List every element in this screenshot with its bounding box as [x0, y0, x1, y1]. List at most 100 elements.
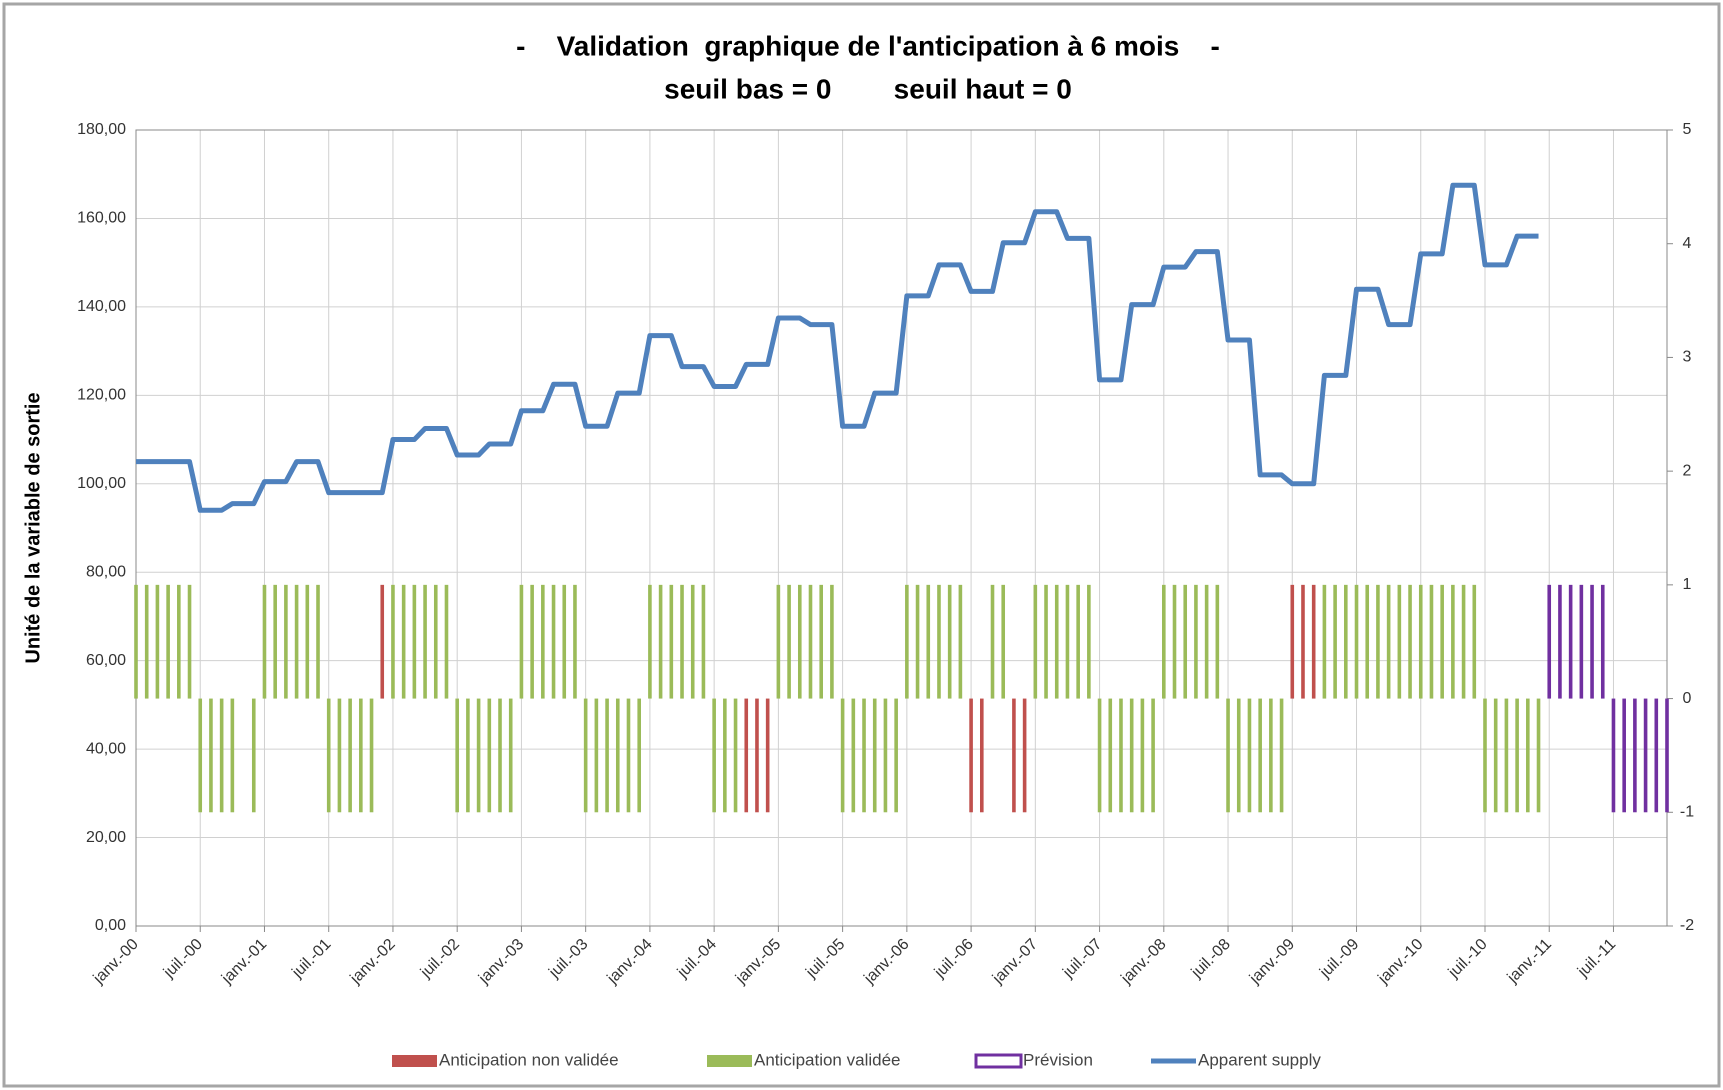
bar [937, 584, 941, 699]
y-tick-label: 80,00 [86, 563, 126, 580]
bar [1140, 698, 1145, 813]
y-tick-label: 20,00 [86, 829, 126, 846]
bar [251, 698, 256, 813]
bar [1194, 584, 1198, 699]
bar [1322, 584, 1327, 699]
bar [744, 698, 749, 813]
y2-tick-label: 4 [1683, 235, 1692, 252]
bar [1054, 584, 1059, 699]
bar [1558, 584, 1562, 699]
bar [1418, 584, 1423, 699]
bar [262, 584, 267, 699]
bar [1451, 584, 1455, 699]
legend-label: Prévision [1023, 1050, 1093, 1069]
bar [273, 584, 277, 699]
bar [1461, 584, 1466, 699]
bar [1001, 584, 1006, 699]
bar [723, 698, 727, 813]
bar [1247, 698, 1252, 813]
bar [562, 584, 567, 699]
bar [1515, 698, 1519, 813]
chart-subtitle: seuil bas = 0 seuil haut = 0 [664, 73, 1072, 104]
bar [573, 584, 577, 699]
y2-tick-label: 3 [1683, 349, 1692, 366]
y2-tick-label: -1 [1680, 804, 1694, 821]
bar [401, 584, 406, 699]
bar [1654, 698, 1659, 813]
bar [1600, 584, 1605, 699]
bar [1162, 584, 1166, 699]
bar [487, 698, 492, 813]
bar [1290, 584, 1295, 699]
y-tick-label: 0,00 [95, 917, 126, 934]
bar [1258, 698, 1262, 813]
y2-tick-label: 0 [1683, 690, 1692, 707]
bar [1622, 698, 1626, 813]
bar [219, 698, 224, 813]
bar [1386, 584, 1391, 699]
line [136, 182, 1539, 513]
bar [583, 698, 588, 813]
y2-tick-label: 5 [1683, 121, 1692, 138]
bar [1568, 584, 1573, 699]
bar [1215, 584, 1220, 699]
bar [1633, 698, 1637, 813]
bar [1065, 584, 1070, 699]
bar [316, 584, 320, 699]
bar [1236, 698, 1241, 813]
bar [1526, 698, 1530, 813]
legend-label: Anticipation non validée [439, 1050, 619, 1069]
bar [530, 584, 534, 699]
bar [1311, 584, 1316, 699]
bar [444, 584, 449, 699]
bar [808, 584, 813, 699]
y-tick-label: 100,00 [77, 475, 126, 492]
bar [348, 698, 352, 813]
bar [412, 584, 417, 699]
bar [294, 584, 299, 699]
y2-tick-label: 1 [1683, 576, 1692, 593]
bar [1087, 584, 1091, 699]
bar [476, 698, 481, 813]
y-tick-label: 180,00 [77, 121, 126, 138]
bar [359, 698, 363, 813]
bar [1493, 698, 1498, 813]
bar [337, 698, 342, 813]
bar [765, 698, 770, 813]
bar [455, 698, 459, 813]
bar [1172, 584, 1177, 699]
bar [155, 584, 160, 699]
y-tick-label: 120,00 [77, 387, 126, 404]
bar [541, 584, 545, 699]
bar [615, 698, 620, 813]
y-tick-label: 60,00 [86, 652, 126, 669]
bar [166, 584, 170, 699]
bar [669, 584, 674, 699]
bar [1611, 698, 1616, 813]
bar [1108, 698, 1113, 813]
legend-label: Anticipation validée [754, 1050, 900, 1069]
bar [1033, 584, 1038, 699]
bar [733, 698, 738, 813]
bar [701, 584, 706, 699]
bar [690, 584, 695, 699]
bar [1022, 698, 1027, 813]
bar [1365, 584, 1370, 699]
bar [1333, 584, 1337, 699]
bar [326, 698, 331, 813]
bar [551, 584, 556, 699]
bar [209, 698, 213, 813]
bar [187, 584, 192, 699]
bar [926, 584, 931, 699]
bar [1012, 698, 1016, 813]
legend-swatch [974, 1053, 1023, 1069]
bar [1590, 584, 1594, 699]
legend-swatch [707, 1055, 752, 1067]
bar [305, 584, 310, 699]
bar [637, 698, 641, 813]
bar [862, 698, 866, 813]
bar [1440, 584, 1444, 699]
bar [658, 584, 663, 699]
bar [284, 584, 288, 699]
